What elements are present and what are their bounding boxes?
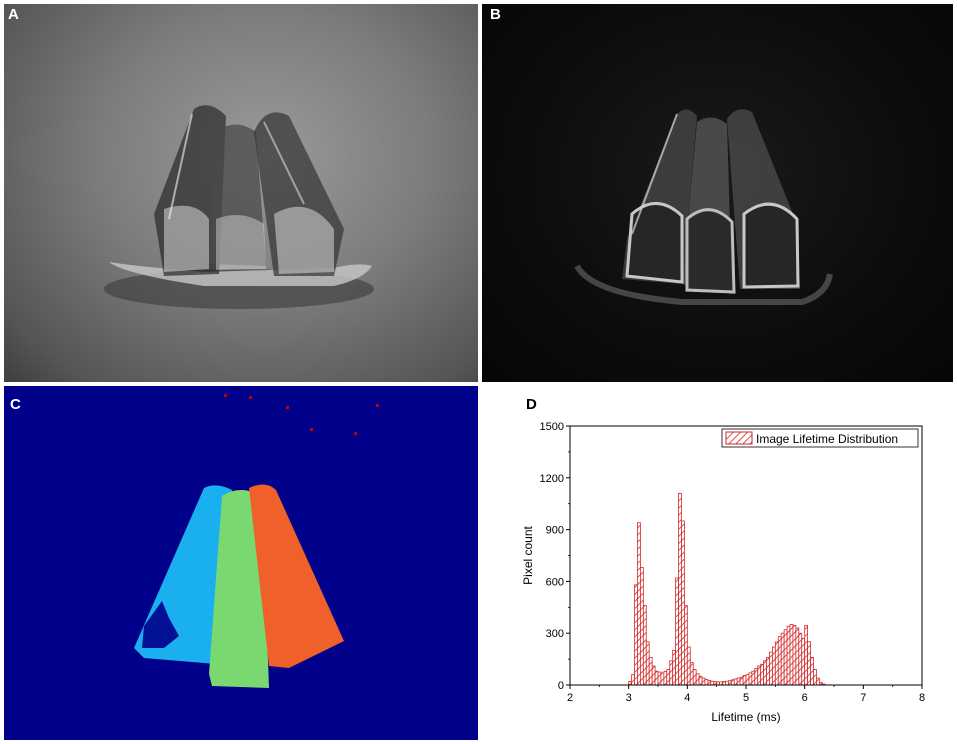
y-tick-label: 600 xyxy=(546,576,564,588)
histogram-bar xyxy=(657,671,662,686)
histogram-bar xyxy=(713,681,718,686)
histogram-bar xyxy=(760,663,764,686)
y-tick-label: 900 xyxy=(546,525,564,537)
histogram-bar xyxy=(742,675,747,686)
legend-label: Image Lifetime Distribution xyxy=(756,432,898,446)
histogram-bar xyxy=(795,627,800,686)
histogram-bar xyxy=(631,674,635,686)
histogram-bar xyxy=(766,656,770,686)
histogram-bar xyxy=(786,625,791,686)
histogram-bar xyxy=(678,492,682,686)
histogram-bar xyxy=(637,522,641,686)
histogram-bar xyxy=(815,677,820,686)
histogram-bar xyxy=(789,624,794,686)
histogram-bar xyxy=(798,632,803,686)
panel-d-histogram: D 2 3 4 5 6 7 8 0 300 600 900 1200 1500 Pixel count … xyxy=(482,386,953,740)
histogram-bar xyxy=(642,605,647,686)
histogram-bar xyxy=(639,567,644,686)
legend-swatch xyxy=(725,431,753,445)
tubes-photo-image xyxy=(104,105,374,309)
histogram-bar xyxy=(733,678,738,686)
x-tick-label: 5 xyxy=(743,692,749,704)
histogram-bar xyxy=(783,629,788,686)
histogram-bar xyxy=(698,675,703,686)
luminescence-image xyxy=(574,109,833,305)
histogram-bar xyxy=(686,646,691,686)
histogram-bar xyxy=(651,665,656,686)
histogram-bar xyxy=(722,681,726,686)
histogram-bar xyxy=(777,636,782,686)
histogram-bar xyxy=(810,656,814,686)
histogram-bar xyxy=(727,680,732,686)
panel-letter-d: D xyxy=(526,396,537,413)
colorbar-scale: 012345678 xyxy=(4,386,478,740)
histogram-bar xyxy=(634,584,638,686)
histogram-bar xyxy=(807,641,811,686)
panel-c-lifetime-map: C 012345678 xyxy=(4,386,478,740)
y-axis-label: Pixel count xyxy=(521,525,535,584)
x-tick-label: 8 xyxy=(919,692,925,704)
histogram-bar xyxy=(804,625,808,686)
histogram-bar xyxy=(681,520,685,686)
y-tick-label: 1500 xyxy=(540,421,564,433)
histogram-bar xyxy=(710,680,715,686)
x-axis-label: Lifetime (ms) xyxy=(711,710,780,724)
histogram-bar xyxy=(704,679,709,686)
panel-a-photo: A xyxy=(4,4,478,382)
x-tick-label: 6 xyxy=(802,692,808,704)
histogram-bar xyxy=(751,670,756,686)
x-tick-label: 7 xyxy=(860,692,866,704)
x-tick-label: 4 xyxy=(684,692,690,704)
x-tick-label: 3 xyxy=(626,692,632,704)
chart-legend: Image Lifetime Distribution xyxy=(721,428,919,448)
histogram-bar xyxy=(813,669,817,686)
y-tick-label: 0 xyxy=(558,680,564,692)
histogram-bar xyxy=(689,662,694,686)
histogram-bar xyxy=(663,671,668,686)
histogram-bar xyxy=(628,681,633,686)
histogram-bar xyxy=(683,605,688,686)
histogram-bar xyxy=(660,672,665,686)
histogram-bar xyxy=(645,641,650,686)
histogram-bar xyxy=(780,632,785,686)
histogram-bar xyxy=(801,637,806,686)
histogram-bar xyxy=(666,669,671,686)
histogram-bar xyxy=(774,641,779,686)
histogram-bar xyxy=(672,650,677,686)
histogram-bar xyxy=(754,668,759,686)
x-tick-label: 2 xyxy=(567,692,573,704)
histogram-bar xyxy=(692,669,697,686)
panel-letter-c: C xyxy=(10,396,21,413)
histogram-bar xyxy=(736,677,741,686)
histogram-bar xyxy=(648,656,653,686)
histogram-bar xyxy=(669,660,674,686)
histogram-bar xyxy=(792,625,797,686)
histogram-bar xyxy=(730,679,735,686)
plot-area-frame xyxy=(569,425,923,686)
histogram-bar xyxy=(707,680,712,686)
panel-b-luminescence: B xyxy=(482,4,953,382)
histogram-bar xyxy=(654,670,659,686)
histogram-bar xyxy=(763,660,767,686)
histogram-bar xyxy=(757,665,762,686)
histogram-bar xyxy=(725,680,729,686)
y-tick-label: 1200 xyxy=(540,473,564,485)
histogram-bar xyxy=(739,676,744,686)
histogram-bar xyxy=(769,651,773,686)
histogram-bar xyxy=(771,646,776,686)
histogram-bar xyxy=(745,674,750,686)
histogram-bar xyxy=(695,673,700,686)
panel-letter-a: A xyxy=(8,6,19,23)
histogram-bar xyxy=(701,677,706,686)
histogram-bar xyxy=(675,577,679,686)
lifetime-map-image xyxy=(4,386,478,740)
lifetime-histogram: 2 3 4 5 6 7 8 0 300 600 900 1200 1500 Pixel count Li… xyxy=(521,421,925,724)
histogram-bar xyxy=(748,672,753,686)
y-tick-label: 300 xyxy=(546,628,564,640)
panel-letter-b: B xyxy=(490,6,501,23)
